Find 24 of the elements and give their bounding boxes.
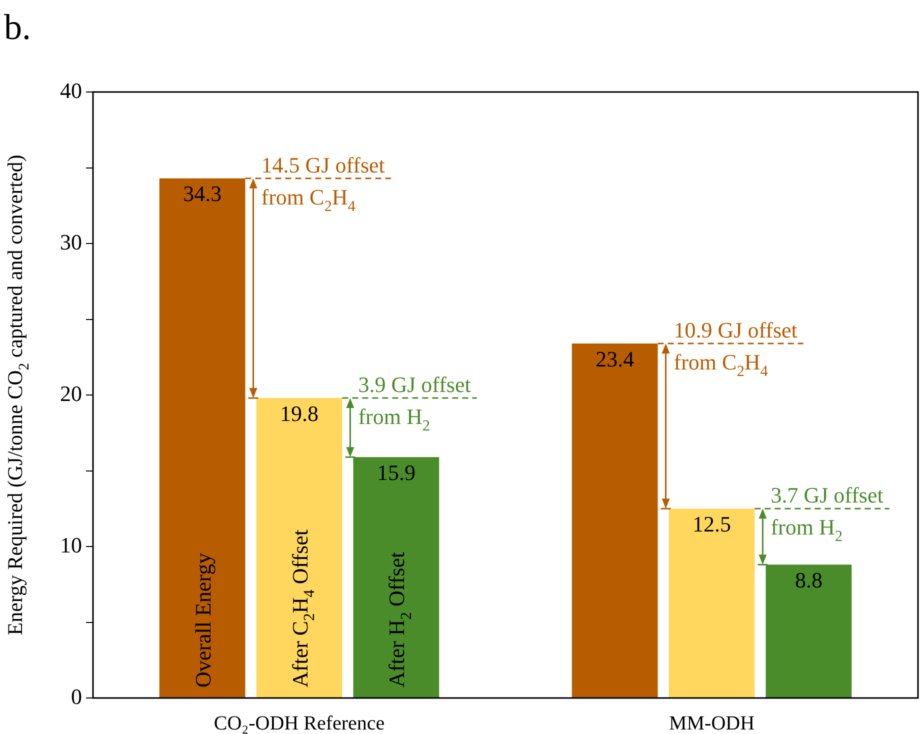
y-tick-label: 30 [60,229,82,254]
bar [668,508,755,698]
series-label: After C2H4 Offset [287,530,318,688]
x-tick-label: MM-ODH [668,712,755,734]
y-tick-label: 40 [60,78,82,103]
annotation: 3.9 GJ offset [358,372,471,398]
y-tick-label: 0 [71,684,82,709]
bar [256,398,342,698]
y-axis-title: Energy Required (GJ/tonne CO2 captured and converted) [3,154,32,636]
data-label: 15.9 [376,460,416,485]
series-label: Overall Energy [190,552,216,688]
annotation: 14.5 GJ offset [261,152,385,178]
data-label: 8.8 [794,567,822,592]
y-tick-label: 10 [60,532,82,558]
chart-title: b. [4,6,31,48]
x-tick-label: CO₂-ODH Reference [214,712,385,734]
data-label: 23.4 [596,346,634,372]
data-label: 34.3 [183,181,222,206]
data-label: 12.5 [692,511,731,536]
annotation: 10.9 GJ offset [674,317,798,342]
y-tick-label: 20 [60,380,82,406]
annotation: 3.7 GJ offset [770,482,884,508]
series-label: After H2 Offset [384,552,415,688]
data-label: 19.8 [280,400,318,426]
